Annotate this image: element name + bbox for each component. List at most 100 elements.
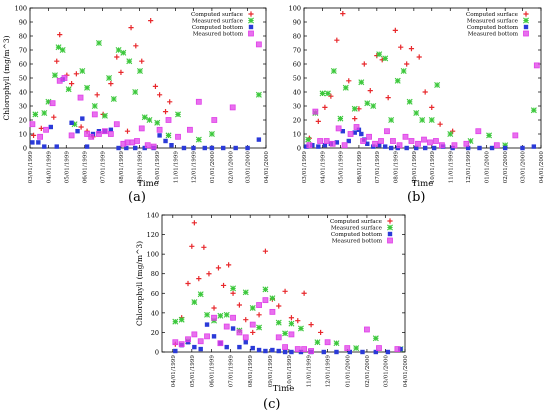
chart-b-x-tick-label: 12/01/1999 (466, 151, 472, 184)
chart-c-data-point (204, 311, 211, 318)
chart-a-y-tick-label: 10 (19, 131, 27, 139)
chart-a-data-point (220, 145, 226, 151)
chart-a-data-point (195, 136, 202, 143)
chart-a-data-point (124, 139, 131, 146)
chart-c-data-point (364, 326, 370, 333)
chart-b-data-point (419, 117, 426, 123)
chart-b-y-tick-label: 90 (293, 19, 301, 27)
chart-b-data-point (365, 141, 370, 146)
chart-c-data-point (217, 340, 224, 347)
chart-b-data-point (352, 130, 357, 135)
chart-c-y-tick-label: 40 (151, 309, 159, 317)
chart-c-data-point (398, 346, 403, 352)
chart-c-data-point (262, 248, 269, 254)
chart-a-y-tick-label: 50 (19, 75, 27, 83)
chart-c-y-tick-label: 0 (155, 349, 159, 357)
chart-b-data-point (382, 144, 388, 149)
chart-b-data-point (530, 107, 537, 114)
chart-b-data-point (427, 139, 433, 146)
chart-b-data-point (372, 140, 378, 147)
chart-b-legend-label: Computed surface (466, 12, 519, 18)
chart-b-data-point (463, 140, 470, 147)
chart-b-data-point (306, 142, 313, 149)
chart-b-data-point (330, 68, 337, 74)
chart-b-data-point (451, 142, 458, 149)
chart-c-y-tick-label: 60 (151, 290, 159, 298)
chart-a-legend-marker (248, 30, 254, 37)
chart-a-x-axis-label: Time (137, 179, 158, 189)
chart-b-data-point (322, 143, 328, 148)
chart-b-data-point (429, 104, 435, 110)
chart-a-data-point (255, 41, 262, 48)
chart-a-data-point (165, 117, 172, 123)
chart-b-data-point (431, 145, 437, 151)
chart-c-x-tick-label: 10/01/1999 (287, 355, 293, 388)
chart-b-x-tick-label: 05/01/1999 (338, 151, 344, 184)
chart-c-data-point (318, 329, 324, 336)
chart-a-x-tick-label: 04/01/1999 (46, 151, 52, 184)
chart-c-data-point (289, 349, 294, 355)
chart-b-data-point (322, 104, 328, 110)
chart-a-data-point (48, 124, 54, 130)
chart-c-data-point (192, 344, 197, 350)
chart-c-data-point (275, 319, 282, 326)
chart-c-data-point (324, 339, 331, 346)
chart-c-data-point (250, 329, 256, 336)
chart-c-data-point (217, 312, 224, 319)
chart-c-data-point (204, 322, 210, 327)
chart-b-data-point (367, 88, 373, 94)
chart-b-data-point (502, 145, 508, 151)
chart-a-data-point (73, 71, 79, 77)
chart-b-data-point (402, 133, 409, 140)
chart-b-data-point (353, 124, 360, 130)
chart-c-data-point (204, 333, 210, 340)
chart-b-data-point (486, 132, 493, 139)
chart-c-x-tick-label: 04/01/2000 (403, 355, 409, 388)
chart-a-data-point (211, 117, 218, 123)
chart-c-y-tick-label: 100 (147, 251, 159, 259)
chart-b-data-point (398, 44, 404, 50)
chart-a-y-tick-label: 40 (19, 89, 27, 97)
chart-a-series-measured-bottom (29, 41, 262, 150)
chart-b-y-tick-label: 10 (293, 131, 301, 139)
chart-c-data-point (297, 325, 304, 332)
chart-panel-c: 0 20 40 60 80 100 120 140 04/01/1999 05/01/1999 06… (130, 208, 420, 416)
chart-c-data-point (185, 336, 191, 343)
chart-a-data-point (139, 58, 145, 64)
chart-a-data-point (152, 83, 159, 89)
chart-a-data-point (43, 126, 49, 133)
chart-c-y-tick-label: 80 (151, 270, 159, 278)
chart-a-data-point (55, 44, 62, 51)
chart-a-data-point (113, 121, 120, 128)
chart-a-data-point (156, 126, 163, 133)
chart-a-x-tick-label: 11/01/1999 (174, 151, 180, 184)
chart-c-x-tick-label: 01/01/2000 (345, 355, 351, 388)
chart-c-data-point (230, 314, 236, 321)
chart-b-data-point (467, 138, 474, 144)
chart-b-x-axis-label: Time (412, 179, 433, 189)
chart-c-data-point (243, 340, 248, 345)
chart-a-x-tick-label: 10/01/1999 (155, 151, 161, 184)
chart-b-data-point (404, 145, 409, 151)
chart-b-y-tick-label: 60 (293, 61, 301, 69)
chart-a-data-point (42, 144, 47, 149)
chart-c-x-tick-label: 07/01/1999 (229, 355, 235, 388)
chart-b-data-point (334, 140, 340, 145)
chart-c-data-point (276, 348, 281, 354)
chart-a-x-tick-label: 02/01/2000 (228, 151, 234, 184)
chart-b-y-tick-label: 40 (293, 89, 301, 97)
chart-a-data-point (41, 110, 48, 116)
panel-label-c: (c) (263, 397, 281, 412)
chart-c-data-point (243, 317, 249, 323)
chart-b-data-point (422, 89, 428, 95)
chart-a-data-point (51, 72, 58, 79)
chart-b-y-tick-label: 0 (297, 145, 301, 153)
chart-a-x-tick-label: 03/01/1999 (28, 151, 34, 184)
chart-b-y-tick-label: 20 (293, 117, 301, 125)
chart-b-data-point (394, 77, 401, 84)
chart-a-data-point (187, 126, 193, 133)
chart-b-data-point (351, 105, 358, 112)
chart-c-data-point (185, 340, 191, 345)
chart-a-data-point (115, 47, 122, 53)
